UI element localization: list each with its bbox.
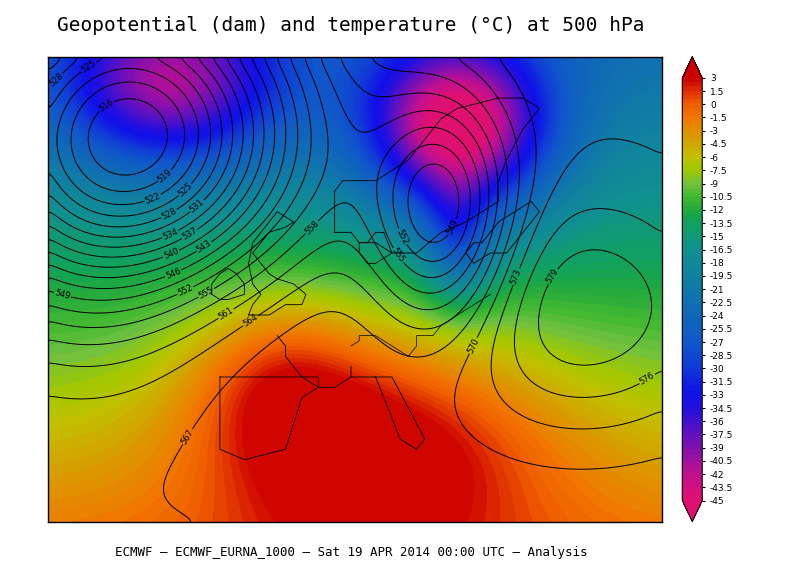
Text: 546: 546	[164, 266, 182, 281]
Text: 555: 555	[197, 285, 215, 301]
Text: 534: 534	[161, 227, 180, 242]
Text: 522: 522	[144, 191, 162, 205]
Text: 558: 558	[303, 218, 321, 236]
Text: 570: 570	[466, 337, 481, 355]
Text: 543: 543	[195, 239, 213, 255]
Text: 552: 552	[176, 283, 195, 298]
Text: 528: 528	[47, 71, 65, 88]
Text: Geopotential (dam) and temperature (°C) at 500 hPa: Geopotential (dam) and temperature (°C) …	[57, 16, 645, 35]
Text: ECMWF – ECMWF_EURNA_1000 – Sat 19 APR 2014 00:00 UTC – Analysis: ECMWF – ECMWF_EURNA_1000 – Sat 19 APR 20…	[115, 547, 587, 559]
Text: 516: 516	[97, 98, 115, 114]
Text: 573: 573	[509, 268, 523, 286]
Text: 564: 564	[242, 312, 260, 329]
Text: 531: 531	[188, 198, 206, 215]
Text: 579: 579	[545, 267, 561, 285]
Text: 552: 552	[395, 227, 410, 246]
Text: 537: 537	[180, 226, 199, 242]
Text: 549: 549	[53, 289, 71, 301]
PathPatch shape	[682, 57, 702, 78]
Text: 555: 555	[389, 246, 406, 264]
Text: 576: 576	[638, 371, 657, 387]
Text: 540: 540	[162, 247, 180, 261]
Text: 525: 525	[176, 181, 194, 198]
Text: 525: 525	[80, 59, 98, 75]
Text: 519: 519	[156, 167, 174, 184]
Text: 561: 561	[217, 306, 235, 321]
Text: 528: 528	[160, 206, 178, 222]
Text: 567: 567	[180, 428, 196, 446]
PathPatch shape	[682, 501, 702, 522]
Text: 549: 549	[445, 218, 460, 236]
